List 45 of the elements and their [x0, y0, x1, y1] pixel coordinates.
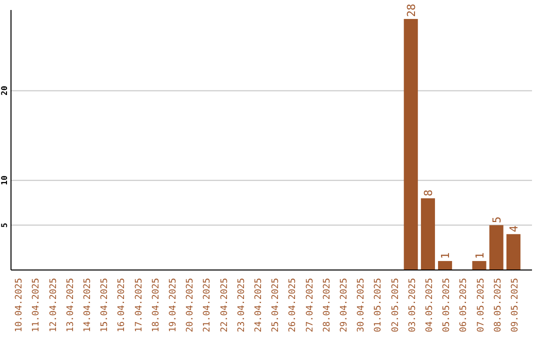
x-tick-label: 19.04.2025 [168, 278, 178, 332]
x-tick-label: 25.04.2025 [271, 278, 282, 332]
x-tick-label: 13.04.2025 [66, 278, 76, 332]
x-tick-label: 24.04.2025 [254, 278, 264, 332]
x-tick-label: 17.04.2025 [134, 278, 144, 332]
x-tick-label: 30.04.2025 [356, 278, 367, 332]
x-tick-label: 03.05.2025 [408, 278, 418, 332]
x-tick-label: 26.04.2025 [288, 278, 298, 332]
x-tick-label: 27.04.2025 [305, 278, 316, 332]
data-label: 28 [404, 4, 418, 17]
data-label: 4 [507, 225, 520, 232]
x-tick-label: 08.05.2025 [493, 278, 504, 332]
x-tick-label: 11.04.2025 [32, 278, 42, 332]
x-tick-label: 23.04.2025 [236, 278, 247, 332]
x-tick-label: 07.05.2025 [476, 278, 486, 332]
y-tick-label: 5 [0, 222, 9, 228]
x-tick-label: 02.05.2025 [390, 278, 401, 332]
bar [489, 225, 504, 270]
bar [438, 261, 452, 270]
bar [472, 261, 486, 270]
bar [506, 234, 520, 270]
data-label: 1 [473, 252, 486, 260]
x-tick-label: 10.04.2025 [14, 278, 25, 332]
bar [420, 198, 435, 270]
x-tick-label: 29.04.2025 [339, 278, 350, 332]
data-label: 8 [422, 190, 435, 196]
x-tick-label: 15.04.2025 [100, 278, 110, 332]
y-tick-label: 10 [0, 175, 9, 186]
x-tick-label: 28.04.2025 [322, 278, 332, 332]
data-label: 5 [490, 216, 504, 224]
y-tick-label: 20 [0, 86, 9, 96]
x-tick-label: 22.04.2025 [220, 278, 230, 332]
x-tick-label: 09.05.2025 [510, 278, 520, 332]
data-label: 1 [439, 252, 452, 260]
x-tick-label: 20.04.2025 [186, 278, 196, 332]
x-tick-label: 06.05.2025 [459, 278, 470, 332]
x-tick-label: 12.04.2025 [48, 278, 59, 332]
x-tick-label: 18.04.2025 [151, 278, 162, 332]
x-tick-label: 16.04.2025 [117, 278, 128, 332]
x-tick-label: 04.05.2025 [424, 278, 435, 332]
x-tick-label: 21.04.2025 [202, 278, 213, 332]
x-tick-label: 05.05.2025 [442, 278, 452, 332]
x-tick-label: 14.04.2025 [82, 278, 93, 332]
bar [404, 18, 418, 270]
x-tick-label: 01.05.2025 [374, 278, 384, 332]
